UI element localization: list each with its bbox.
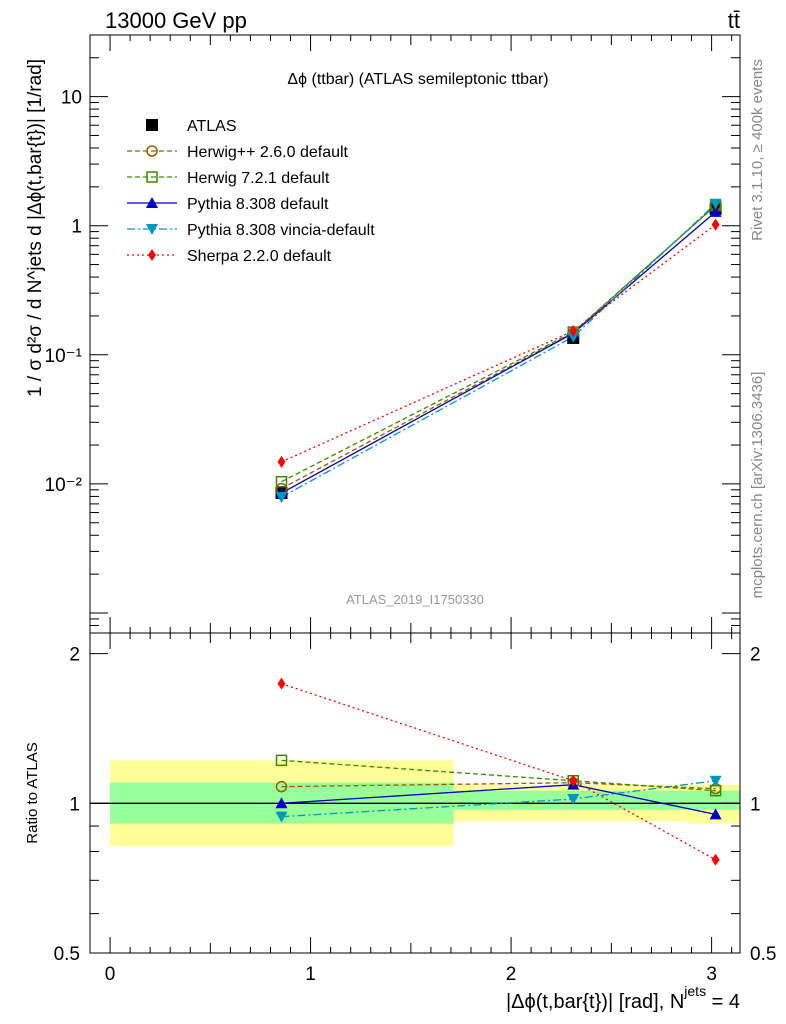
- ratio-point-herwig-2-6-0-default-0: [275, 780, 288, 793]
- ratio-point-sherpa-2-2-0-default-2: [711, 853, 720, 866]
- ratio-stat-uncertainty-band: [453, 790, 688, 810]
- ratio-plot-frame: [89, 632, 741, 954]
- x-tick-label: 1: [305, 964, 316, 985]
- legend-marker: [146, 145, 158, 157]
- legend-entry-herwig-7-2-1-default: Herwig 7.2.1 default: [127, 170, 330, 187]
- ratio-y-tick-label-right: 0.5: [750, 944, 776, 965]
- legend-marker: [146, 171, 158, 183]
- legend-label: Herwig++ 2.6.0 default: [187, 144, 349, 161]
- legend-label: ATLAS: [187, 118, 237, 135]
- data-point-pythia-8-308-vincia-default-2: [709, 198, 722, 210]
- legend-marker: [146, 119, 158, 131]
- ratio-point-pythia-8-308-default-2: [709, 808, 722, 820]
- energy-label: 13000 GeV pp: [105, 8, 247, 33]
- plot-title: Δϕ (ttbar) (ATLAS semileptonic ttbar): [287, 71, 548, 88]
- ratio-y-tick-label-right: 1: [750, 794, 761, 815]
- legend-marker: [146, 224, 158, 235]
- legend-entry-pythia-8-308-vincia-default: Pythia 8.308 vincia-default: [127, 222, 375, 239]
- main-y-tick-label: 10: [61, 88, 82, 109]
- rivet-version-label: Rivet 3.1.10, ≥ 400k events: [749, 59, 766, 241]
- main-y-tick-label: 10⁻²: [45, 475, 83, 496]
- ratio-y-tick-label-right: 2: [750, 645, 761, 666]
- ratio-y-tick-label: 2: [69, 645, 80, 666]
- ratio-y-tick-label: 0.5: [54, 944, 80, 965]
- ratio-point-pythia-8-308-vincia-default-2: [709, 775, 722, 787]
- ratio-point-pythia-8-308-vincia-default-0: [275, 811, 288, 823]
- main-y-axis-label: 1 / σ d²σ / d N^jets d |Δϕ(t,bar{t})| [1…: [25, 59, 46, 397]
- ratio-y-tick-label: 1: [69, 794, 80, 815]
- legend-entry-pythia-8-308-default: Pythia 8.308 default: [127, 196, 329, 213]
- ratio-y-axis-label: Ratio to ATLAS: [24, 742, 41, 843]
- ratio-stat-uncertainty-band: [687, 790, 740, 810]
- data-point-sherpa-2-2-0-default-0: [277, 455, 286, 468]
- ratio-line-sherpa-2-2-0-default: [281, 683, 716, 861]
- series-line-herwig-2-6-0-default: [281, 204, 717, 490]
- legend-label: Pythia 8.308 default: [187, 196, 329, 213]
- process-label: tt̄: [728, 8, 740, 33]
- ratio-point-sherpa-2-2-0-default-0: [277, 677, 286, 690]
- legend-label: Herwig 7.2.1 default: [187, 170, 330, 187]
- data-point-pythia-8-308-default-2: [709, 205, 722, 217]
- x-axis-label-superscript: jets: [683, 983, 706, 999]
- ratio-point-sherpa-2-2-0-default-1: [569, 774, 578, 787]
- x-tick-label: 3: [706, 964, 717, 985]
- legend-label: Pythia 8.308 vincia-default: [187, 222, 375, 239]
- legend-entry-herwig-2-6-0-default: Herwig++ 2.6.0 default: [127, 144, 349, 161]
- main-y-tick-label: 1: [71, 217, 82, 238]
- ratio-point-herwig-7-2-1-default-0: [275, 754, 288, 767]
- legend-label: Sherpa 2.2.0 default: [187, 248, 332, 265]
- legend-marker: [148, 249, 156, 261]
- series-line-herwig-7-2-1-default: [281, 205, 717, 483]
- analysis-watermark: ATLAS_2019_I1750330: [346, 592, 484, 607]
- legend-entry-sherpa-2-2-0-default: Sherpa 2.2.0 default: [127, 248, 332, 265]
- x-axis-label: |Δϕ(t,bar{t})| [rad], Njets = 4: [506, 983, 740, 1013]
- main-y-tick-label: 10⁻¹: [45, 346, 83, 367]
- legend-marker: [146, 197, 158, 208]
- ratio-plot-panel: 0.5 0.5 1 1 2 2 0 1 2 3 Ratio to ATLAS: [24, 632, 776, 985]
- legend-entry-atlas: ATLAS: [146, 118, 237, 135]
- x-tick-label: 2: [506, 964, 517, 985]
- x-axis-label-tail: = 4: [706, 991, 740, 1013]
- source-label: mcplots.cern.ch [arXiv:1306.3436]: [749, 372, 766, 599]
- data-point-sherpa-2-2-0-default-1: [569, 324, 578, 337]
- ratio-point-pythia-8-308-vincia-default-1: [567, 794, 580, 806]
- data-point-pythia-8-308-vincia-default-0: [275, 492, 288, 504]
- x-axis-label-main: |Δϕ(t,bar{t})| [rad], N: [506, 991, 684, 1013]
- x-tick-label: 0: [105, 964, 116, 985]
- series-line-pythia-8-308-default: [281, 211, 717, 494]
- data-point-pythia-8-308-vincia-default-1: [567, 331, 580, 343]
- main-plot-panel: 10⁻² 10⁻¹ 1 10 Δϕ (ttbar) (ATLAS semilepton…: [25, 34, 741, 634]
- data-point-herwig-7-2-1-default-0: [275, 475, 288, 488]
- data-point-sherpa-2-2-0-default-2: [711, 218, 720, 231]
- series-line-sherpa-2-2-0-default: [281, 224, 717, 463]
- legend: ATLAS Herwig++ 2.6.0 default Herwig 7.2.1 …: [127, 118, 375, 265]
- ratio-point-pythia-8-308-default-0: [275, 797, 288, 809]
